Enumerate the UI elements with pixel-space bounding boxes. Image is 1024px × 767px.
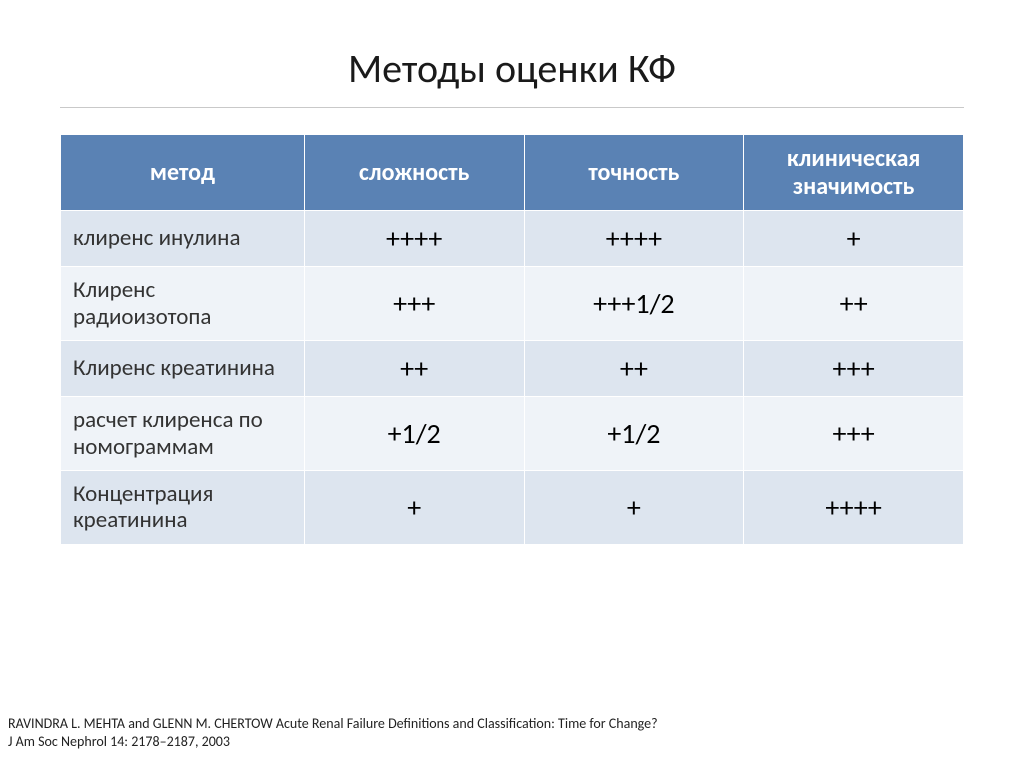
cell-value: ++++	[524, 211, 744, 267]
row-label: клиренс инулина	[61, 211, 305, 267]
row-label: Клиренс радиоизотопа	[61, 267, 305, 341]
table-row: Концентрация креатинина + + ++++	[61, 470, 964, 544]
cell-value: ++	[744, 267, 964, 341]
cell-value: +++	[744, 397, 964, 471]
cell-value: +1/2	[304, 397, 524, 471]
citation-line-2: J Am Soc Nephrol 14: 2178–2187, 2003	[8, 733, 658, 751]
cell-value: +	[524, 470, 744, 544]
cell-value: +	[304, 470, 524, 544]
col-header-accuracy: точность	[524, 135, 744, 211]
table-row: Клиренс креатинина ++ ++ +++	[61, 341, 964, 397]
cell-value: ++	[524, 341, 744, 397]
table-row: расчет клиренса по номограммам +1/2 +1/2…	[61, 397, 964, 471]
table-row: клиренс инулина ++++ ++++ +	[61, 211, 964, 267]
citation-line-1: RAVINDRA L. MEHTA and GLENN M. CHERTOW A…	[8, 715, 658, 733]
cell-value: +	[744, 211, 964, 267]
title-underline	[60, 107, 964, 108]
cell-value: ++	[304, 341, 524, 397]
row-label: Клиренс креатинина	[61, 341, 305, 397]
slide: Методы оценки КФ метод сложность точност…	[0, 0, 1024, 767]
col-header-complexity: сложность	[304, 135, 524, 211]
citation: RAVINDRA L. MEHTA and GLENN M. CHERTOW A…	[8, 715, 658, 751]
cell-value: +++1/2	[524, 267, 744, 341]
cell-value: ++++	[744, 470, 964, 544]
slide-title: Методы оценки КФ	[60, 44, 964, 93]
table-row: Клиренс радиоизотопа +++ +++1/2 ++	[61, 267, 964, 341]
col-header-method: метод	[61, 135, 305, 211]
cell-value: +1/2	[524, 397, 744, 471]
methods-table: метод сложность точность клиническая зна…	[60, 134, 964, 545]
cell-value: +++	[304, 267, 524, 341]
row-label: Концентрация креатинина	[61, 470, 305, 544]
cell-value: +++	[744, 341, 964, 397]
table-header-row: метод сложность точность клиническая зна…	[61, 135, 964, 211]
row-label: расчет клиренса по номограммам	[61, 397, 305, 471]
col-header-clinical: клиническая значимость	[744, 135, 964, 211]
cell-value: ++++	[304, 211, 524, 267]
